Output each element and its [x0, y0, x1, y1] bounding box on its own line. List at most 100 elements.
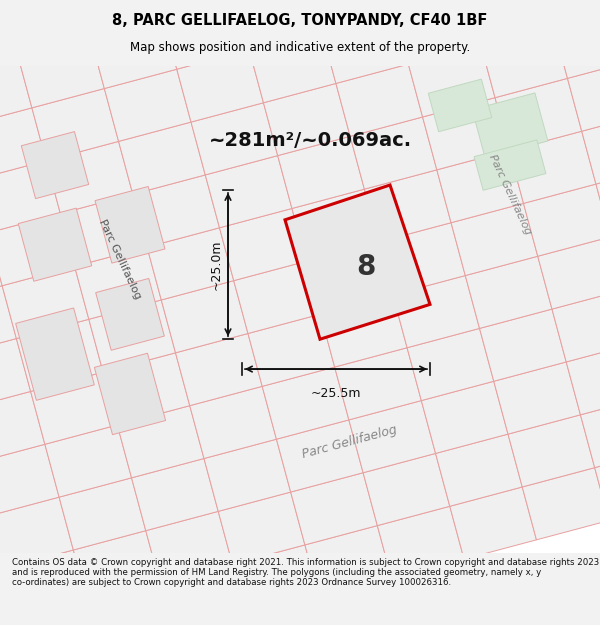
Polygon shape	[177, 50, 263, 122]
Polygon shape	[305, 526, 392, 598]
Polygon shape	[479, 309, 566, 381]
Polygon shape	[349, 401, 436, 472]
Polygon shape	[218, 492, 305, 564]
Polygon shape	[32, 89, 119, 161]
Polygon shape	[474, 140, 546, 190]
Polygon shape	[191, 102, 278, 175]
Polygon shape	[0, 497, 73, 569]
Polygon shape	[17, 36, 104, 108]
Polygon shape	[0, 2, 17, 74]
Polygon shape	[190, 386, 277, 459]
Polygon shape	[45, 425, 131, 497]
Polygon shape	[495, 78, 582, 151]
Polygon shape	[73, 531, 160, 603]
Text: ~25.0m: ~25.0m	[209, 239, 223, 290]
Polygon shape	[277, 420, 363, 492]
Polygon shape	[95, 279, 164, 350]
Polygon shape	[539, 0, 600, 26]
Polygon shape	[320, 295, 407, 367]
Polygon shape	[394, 0, 481, 64]
Text: Contains OS data © Crown copyright and database right 2021. This information is : Contains OS data © Crown copyright and d…	[12, 558, 599, 588]
Polygon shape	[46, 141, 133, 214]
Polygon shape	[220, 209, 306, 281]
Polygon shape	[263, 84, 350, 156]
Text: 8: 8	[356, 253, 376, 281]
Polygon shape	[0, 108, 46, 180]
Polygon shape	[118, 406, 204, 478]
Polygon shape	[380, 0, 467, 11]
Polygon shape	[552, 290, 600, 362]
Polygon shape	[566, 342, 600, 415]
Polygon shape	[596, 165, 600, 237]
Polygon shape	[95, 186, 165, 263]
Polygon shape	[0, 622, 29, 625]
Polygon shape	[595, 448, 600, 521]
Polygon shape	[522, 468, 600, 540]
Polygon shape	[76, 0, 163, 36]
Polygon shape	[466, 256, 552, 328]
Polygon shape	[16, 308, 94, 400]
Polygon shape	[160, 564, 247, 625]
Polygon shape	[119, 122, 205, 194]
Polygon shape	[390, 66, 600, 215]
Polygon shape	[290, 472, 377, 545]
Polygon shape	[90, 16, 177, 89]
Polygon shape	[379, 222, 466, 295]
Polygon shape	[409, 45, 495, 117]
Text: Parc Gellifaelog: Parc Gellifaelog	[97, 218, 143, 301]
Polygon shape	[248, 314, 335, 386]
Polygon shape	[380, 66, 600, 225]
Polygon shape	[350, 117, 437, 189]
Polygon shape	[450, 487, 536, 559]
Polygon shape	[15, 603, 102, 625]
Polygon shape	[322, 11, 409, 84]
Polygon shape	[553, 6, 600, 78]
Polygon shape	[31, 372, 118, 444]
Polygon shape	[393, 276, 479, 348]
Polygon shape	[161, 281, 248, 352]
Polygon shape	[163, 0, 249, 69]
Polygon shape	[0, 516, 1, 589]
Polygon shape	[4, 0, 90, 55]
Polygon shape	[306, 242, 393, 314]
Polygon shape	[509, 131, 596, 203]
Polygon shape	[234, 261, 320, 334]
Polygon shape	[524, 184, 600, 256]
Polygon shape	[0, 569, 15, 625]
Polygon shape	[285, 185, 430, 339]
Polygon shape	[0, 444, 59, 516]
Polygon shape	[232, 545, 319, 617]
Polygon shape	[538, 237, 600, 309]
Polygon shape	[74, 247, 161, 319]
Polygon shape	[0, 339, 31, 411]
Polygon shape	[235, 0, 322, 50]
Polygon shape	[0, 214, 74, 286]
Polygon shape	[0, 0, 76, 2]
Polygon shape	[61, 194, 147, 266]
Polygon shape	[104, 69, 191, 141]
Polygon shape	[582, 112, 600, 184]
Polygon shape	[89, 300, 176, 372]
Polygon shape	[494, 362, 580, 434]
Polygon shape	[467, 0, 553, 45]
Text: ~25.5m: ~25.5m	[311, 387, 361, 400]
Polygon shape	[436, 434, 522, 506]
Polygon shape	[0, 286, 16, 358]
Polygon shape	[0, 66, 600, 553]
Polygon shape	[428, 79, 492, 132]
Polygon shape	[0, 55, 32, 127]
Polygon shape	[16, 319, 103, 391]
Polygon shape	[18, 208, 92, 281]
Polygon shape	[335, 348, 421, 420]
Polygon shape	[422, 98, 509, 170]
Text: ~281m²/~0.069ac.: ~281m²/~0.069ac.	[208, 131, 412, 150]
Polygon shape	[262, 367, 349, 439]
Polygon shape	[437, 151, 524, 222]
Polygon shape	[580, 396, 600, 468]
Polygon shape	[94, 353, 166, 434]
Polygon shape	[146, 511, 232, 584]
Polygon shape	[568, 59, 600, 131]
Polygon shape	[0, 0, 4, 21]
Polygon shape	[336, 64, 422, 136]
Polygon shape	[148, 0, 235, 16]
